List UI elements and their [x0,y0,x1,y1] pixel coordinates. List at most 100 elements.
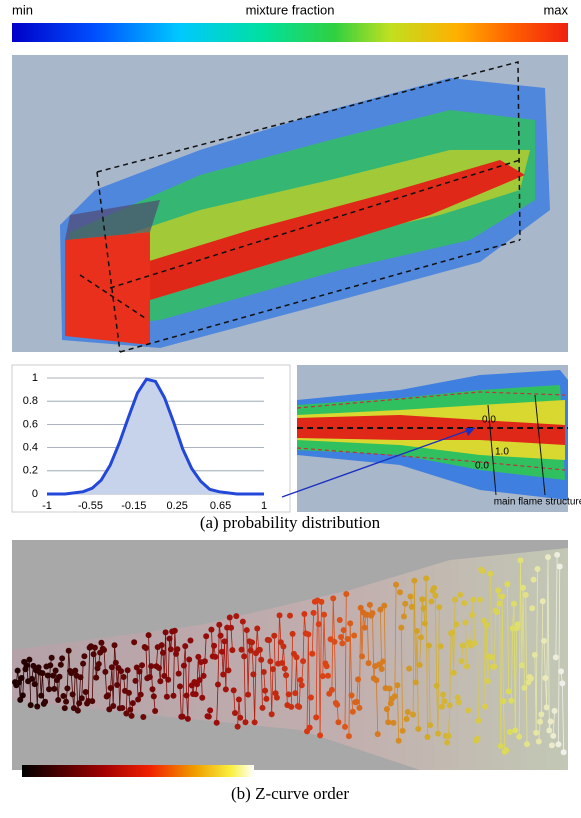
node [125,667,131,673]
node [396,738,402,744]
node [456,699,462,705]
node [307,725,313,731]
x-tick-label: 0.65 [210,500,231,512]
node [325,673,331,679]
node [425,734,431,740]
y-tick-label: 0.4 [23,442,38,454]
caption: (a) probability distribution [200,513,381,532]
inset-label: 0.0 [475,461,489,472]
node [57,674,63,680]
node [442,698,448,704]
node [80,661,86,667]
node [237,715,243,721]
node [393,582,399,588]
node [531,577,537,583]
y-tick-label: 0 [32,488,38,500]
node [457,592,463,598]
colorbar-min: min [12,2,33,17]
volume-render [12,55,568,352]
node [453,621,459,627]
node [130,700,136,706]
node [535,566,541,572]
node [427,722,433,728]
node [49,655,55,661]
node [465,707,471,713]
node [452,597,458,603]
node [274,695,280,701]
node [199,695,205,701]
colorbar-max: max [543,2,568,17]
node [343,591,349,597]
node [139,662,145,668]
node [212,654,218,660]
node [81,653,87,659]
node [460,643,466,649]
y-tick-label: 0.8 [23,395,38,407]
node [400,728,406,734]
node [324,663,330,669]
node [464,663,470,669]
node [263,696,269,702]
node [366,660,372,666]
node [152,708,158,714]
x-tick-label: -0.15 [121,500,146,512]
inset-label: 0.0 [482,415,496,426]
node [375,731,381,737]
node [406,666,412,672]
node [387,686,393,692]
node [557,564,563,570]
node [42,699,48,705]
y-tick-label: 0.6 [23,418,38,430]
node [506,688,512,694]
node [232,710,238,716]
inset-label: 1.0 [495,447,509,458]
caption: (b) Z-curve order [231,784,349,803]
x-tick-label: 0.25 [166,500,187,512]
node [186,656,192,662]
node [337,617,343,623]
node [548,719,554,725]
x-tick-label: -0.55 [78,500,103,512]
zcurve-render [12,540,568,770]
node [225,667,231,673]
node [436,604,442,610]
node [461,600,467,606]
node [207,707,213,713]
node [524,741,530,747]
node [287,613,293,619]
slice-render [297,365,568,512]
node [549,742,555,748]
node [540,598,546,604]
y-tick-label: 0.2 [23,465,38,477]
node [390,720,396,726]
node [397,589,403,595]
node [260,705,266,711]
node [472,640,478,646]
colorbar [12,23,568,42]
node [290,631,296,637]
node [60,693,66,699]
node [507,729,513,735]
node [402,601,408,607]
node [308,694,314,700]
node [119,705,125,711]
node [62,705,68,711]
node [176,671,182,677]
node [415,726,421,732]
node [59,655,65,661]
node [242,719,248,725]
node [233,613,239,619]
node [477,597,483,603]
node [350,709,356,715]
node [561,749,567,755]
node [187,637,193,643]
node [118,668,124,674]
node [28,702,34,708]
node [203,633,209,639]
node [489,654,495,660]
x-tick-label: 1 [261,500,267,512]
node [528,675,534,681]
node [554,552,560,558]
